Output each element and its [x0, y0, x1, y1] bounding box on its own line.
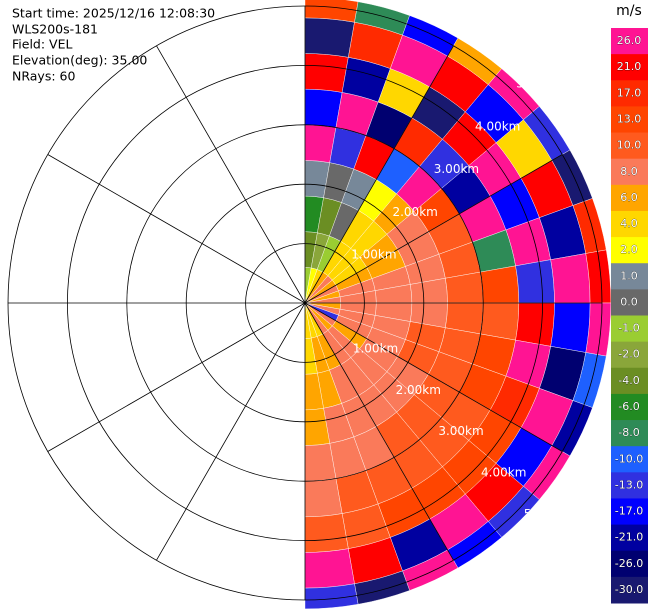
- colorbar-label: 13.0: [617, 112, 642, 125]
- ring-label: 5.00km: [516, 77, 561, 91]
- colorbar-label: 10.0: [617, 139, 642, 152]
- polar-axes: 1.00km 1.00km 2.00km 2.00km 3.00km 3.00km 4.00…: [7, 5, 603, 601]
- colorbar-block: [611, 106, 648, 134]
- ring-label: 2.00km: [396, 383, 441, 397]
- range-ring: [245, 243, 365, 363]
- colorbar-block: [611, 54, 648, 81]
- colorbar-block: [611, 498, 648, 526]
- colorbar-label: 21.0: [617, 60, 642, 73]
- colorbar-label: -21.0: [615, 531, 643, 544]
- velocity-cell: [550, 302, 591, 353]
- spoke: [304, 302, 454, 561]
- colorbar-label: 8.0: [620, 165, 638, 178]
- velocity-cell: [304, 17, 355, 58]
- header-line: Elevation(deg): 35.00: [12, 53, 147, 68]
- spoke: [304, 302, 563, 452]
- ppi-cells: [304, 0, 612, 610]
- spoke: [47, 154, 306, 304]
- colorbar-block: [611, 550, 648, 578]
- colorbar-label: -8.0: [618, 426, 639, 439]
- ring-label: 1.00km: [351, 248, 396, 262]
- colorbar-label: -4.0: [618, 374, 639, 387]
- velocity-cell: [304, 583, 359, 610]
- colorbar-label: -6.0: [618, 400, 639, 413]
- colorbar-block: [611, 184, 648, 212]
- colorbar: 26.0 21.0 17.0 13.0 10.0 8.0 6.0 4.0 2.0 1.0 0.0 -1…: [611, 28, 648, 604]
- colorbar-block: [611, 524, 648, 552]
- ring-label: 1.00km: [353, 342, 398, 356]
- spoke: [47, 302, 306, 452]
- header-line: WLS200s-181: [12, 22, 98, 37]
- header-line: NRays: 60: [12, 69, 75, 84]
- ring-label: 3.00km: [434, 162, 479, 176]
- colorbar-label: -1.0: [618, 322, 639, 335]
- velocity-cell: [304, 53, 349, 93]
- colorbar-label: -2.0: [618, 348, 639, 361]
- velocity-cell: [515, 302, 555, 347]
- colorbar-label: -30.0: [615, 583, 643, 596]
- range-ring: [66, 64, 544, 542]
- colorbar-label: 4.0: [620, 217, 638, 230]
- velocity-cell: [304, 478, 343, 518]
- range-ring: [185, 183, 425, 423]
- ring-label: 4.00km: [475, 119, 520, 133]
- colorbar-label: 1.0: [620, 269, 638, 282]
- velocity-cell: [480, 265, 520, 304]
- velocity-cell: [304, 548, 355, 589]
- ring-label: 3.00km: [438, 424, 483, 438]
- colorbar-block: [611, 315, 648, 343]
- colorbar-label: 6.0: [620, 191, 638, 204]
- velocity-cell: [480, 302, 520, 341]
- colorbar-label: -13.0: [615, 478, 643, 491]
- velocity-cell: [515, 259, 555, 304]
- range-ring: [126, 124, 484, 482]
- colorbar-block: [611, 367, 648, 395]
- labels: Start time: 2025/12/16 12:08:30 WLS200s-…: [12, 3, 642, 84]
- colorbar-label: 2.0: [620, 243, 638, 256]
- colorbar-label: 26.0: [617, 34, 642, 47]
- colorbar-label: 0.0: [620, 295, 638, 308]
- colorbar-block: [611, 341, 648, 369]
- spoke: [304, 45, 454, 304]
- header-line: Field: VEL: [12, 37, 72, 52]
- colorbar-label: -26.0: [615, 557, 643, 570]
- colorbar-block: [611, 576, 648, 604]
- colorbar-block: [611, 393, 648, 421]
- colorbar-label: 17.0: [617, 86, 642, 99]
- colorbar-block: [611, 472, 648, 499]
- colorbar-block: [611, 210, 648, 238]
- colorbar-unit: m/s: [616, 3, 642, 19]
- colorbar-block: [611, 420, 648, 447]
- colorbar-block: [611, 80, 648, 107]
- colorbar-block: [611, 263, 648, 290]
- colorbar-label: -10.0: [615, 452, 643, 465]
- ring-label: 5.00km: [524, 507, 569, 521]
- spoke: [156, 302, 306, 561]
- velocity-cell: [304, 513, 349, 553]
- ring-label: 2.00km: [392, 205, 437, 219]
- spoke: [156, 45, 306, 304]
- colorbar-block: [611, 237, 648, 264]
- colorbar-block: [611, 158, 648, 186]
- ring-label: 4.00km: [481, 466, 526, 480]
- header-line: Start time: 2025/12/16 12:08:30: [12, 6, 215, 21]
- spoke: [304, 154, 563, 304]
- velocity-cell: [550, 253, 591, 304]
- colorbar-block: [611, 132, 648, 160]
- colorbar-block: [611, 446, 648, 473]
- range-ring: [7, 5, 603, 601]
- colorbar-block: [611, 28, 648, 55]
- colorbar-block: [611, 289, 648, 316]
- velocity-cell: [304, 88, 343, 128]
- colorbar-label: -17.0: [615, 505, 643, 518]
